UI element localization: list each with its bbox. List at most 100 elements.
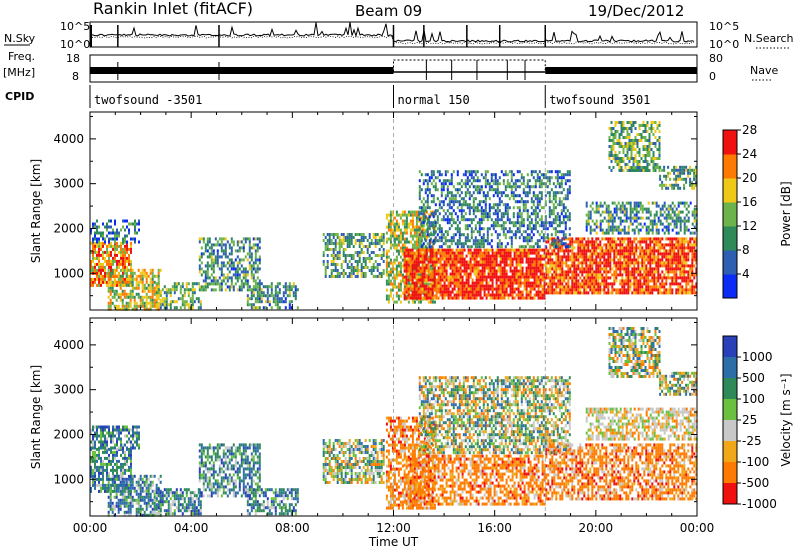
data-cell [591,249,594,253]
data-cell [145,274,148,278]
data-cell [399,270,402,274]
data-cell [487,272,490,276]
data-cell [537,275,540,279]
data-cell [491,248,494,252]
data-cell [428,227,431,231]
data-cell [417,254,420,258]
data-cell [480,236,483,240]
data-cell [669,252,672,256]
data-cell [433,275,436,279]
data-cell [463,260,466,264]
data-cell [531,272,534,276]
data-cell [437,266,440,270]
data-cell [637,264,640,268]
data-cell [124,265,126,269]
data-cell [543,293,546,297]
data-cell [657,279,660,283]
data-cell [453,260,456,264]
data-cell [691,246,694,250]
data-cell [403,222,406,226]
data-cell [513,251,516,255]
data-cell [503,272,506,276]
data-cell [447,263,450,267]
data-cell [230,252,233,256]
data-cell [200,267,203,271]
data-cell [496,242,499,246]
data-cell [250,255,253,259]
data-cell [519,257,522,261]
data-cell [409,296,412,300]
data-cell [256,282,259,286]
data-cell [465,284,468,288]
data-cell [687,291,690,295]
data-cell [629,288,632,292]
data-cell [123,304,126,308]
data-cell [348,272,351,275]
data-cell [663,264,666,268]
data-cell [627,264,630,268]
data-cell [691,243,694,247]
data-cell [262,291,265,295]
nave-label: Nave [750,64,778,77]
data-cell [96,225,98,229]
data-cell [453,275,456,279]
data-cell [111,286,114,290]
data-cell [561,273,564,277]
data-cell [621,261,624,265]
data-cell [691,279,694,283]
data-cell [135,286,138,290]
data-cell [457,248,460,252]
data-cell [451,287,454,291]
data-cell [683,270,686,274]
data-cell [462,203,465,207]
data-cell [489,248,492,252]
data-cell [567,276,570,280]
data-cell [434,182,437,186]
data-cell [693,273,696,277]
data-cell [575,255,578,259]
data-cell [476,239,479,243]
data-cell [494,203,497,207]
data-cell [358,242,361,245]
data-cell [559,279,562,283]
data-cell [397,252,400,256]
data-cell [130,271,132,275]
data-cell [472,239,475,243]
data-cell [403,260,406,264]
data-cell [469,284,472,288]
data-cell [533,248,536,252]
data-cell [589,255,592,259]
data-cell [471,290,474,294]
data-cell [344,239,347,242]
data-cell [268,285,271,289]
data-cell [486,215,489,219]
data-cell [204,288,207,292]
data-cell [643,261,646,265]
data-cell [346,275,349,278]
data-cell [326,254,329,257]
data-cell [272,300,275,304]
data-cell [443,251,446,255]
data-cell [470,218,473,222]
data-cell [679,288,682,292]
data-cell [220,288,223,292]
data-cell [149,283,152,287]
data-cell [496,182,499,186]
data-cell [565,273,568,277]
data-cell [575,240,578,244]
data-cell [625,267,628,271]
data-cell [202,288,205,292]
data-cell [409,228,412,232]
data-cell [593,291,596,295]
data-cell [210,258,213,262]
data-cell [469,248,472,252]
data-cell [505,248,508,252]
data-cell [326,260,329,263]
data-cell [421,269,424,273]
data-cell [126,271,128,275]
data-cell [557,273,560,277]
data-cell [514,194,517,198]
data-cell [409,278,412,282]
data-cell [499,287,502,291]
data-cell [427,273,430,277]
